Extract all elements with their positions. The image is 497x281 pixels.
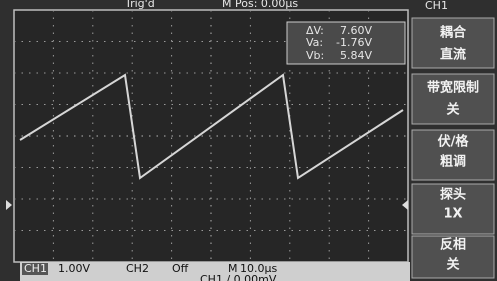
side-menu: 耦合 直流 带宽限制 关 伏/格 粗调 探头 1X 反相 关 [412, 18, 494, 278]
horizontal-position: M Pos: 0.00µs [222, 0, 298, 10]
trigger-info: CH1 / 0.00mV [200, 273, 277, 281]
menu-value: 关 [446, 102, 459, 118]
menu-title: 反相 [440, 237, 466, 253]
measurement-label: Va: [306, 36, 323, 49]
trigger-status: Trig'd [124, 0, 155, 10]
measurement-label: Vb: [306, 49, 324, 62]
oscilloscope-screen: Trig'd M Pos: 0.00µs CH1 ΔV: 7.60V Va: -… [0, 0, 497, 281]
ch1-scale: 1.00V [58, 262, 90, 275]
menu-value: 粗调 [440, 154, 466, 170]
menu-value: 1X [443, 207, 462, 222]
measurement-value: 5.84V [340, 49, 372, 62]
ch2-label: CH2 [126, 262, 149, 275]
menu-value: 直流 [440, 47, 466, 63]
menu-title: 带宽限制 [427, 80, 479, 96]
menu-title: 伏/格 [438, 134, 470, 150]
menu-title: 探头 [440, 187, 466, 203]
menu-channel: CH1 [425, 0, 448, 12]
measurement-value: -1.76V [336, 36, 372, 49]
ch1-label: CH1 [24, 262, 47, 275]
ch2-state: Off [172, 262, 189, 275]
menu-title: 耦合 [440, 25, 467, 41]
menu-value: 关 [446, 257, 459, 273]
